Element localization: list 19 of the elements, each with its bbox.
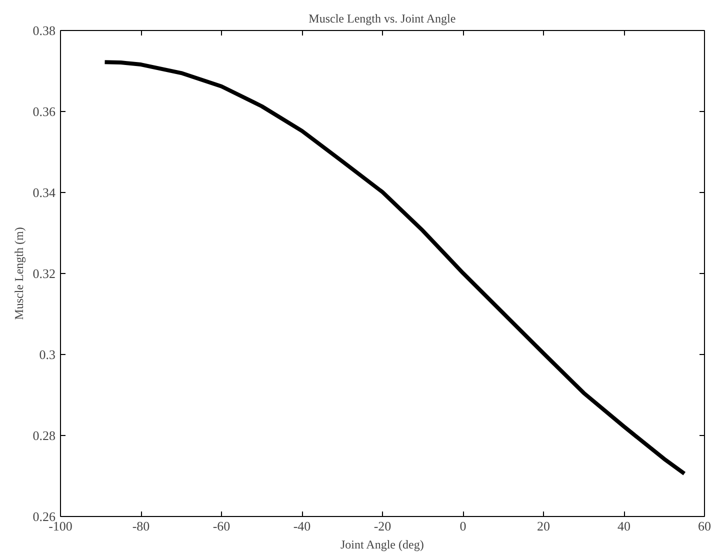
y-tick-label: 0.34 — [32, 185, 56, 200]
y-tick-label: 0.32 — [32, 266, 56, 281]
chart-title: Muscle Length vs. Joint Angle — [308, 12, 456, 26]
line-series — [102, 60, 686, 476]
y-tick-label: 0.38 — [32, 23, 56, 38]
x-tick-label: 40 — [618, 518, 630, 534]
x-tick-label: -60 — [212, 518, 230, 534]
y-tick-label: 0.26 — [32, 509, 56, 524]
x-axis-title: Joint Angle (deg) — [340, 538, 424, 552]
x-tick-label: -80 — [132, 518, 150, 534]
x-tick-label: -20 — [374, 518, 392, 534]
x-tick-label: 0 — [460, 518, 466, 534]
y-tick-label: 0.28 — [32, 428, 56, 443]
x-tick-label: -40 — [293, 518, 311, 534]
x-tick-label: 60 — [698, 518, 711, 534]
y-tick-label: 0.36 — [32, 104, 56, 119]
y-axis-title: Muscle Length (m) — [12, 227, 26, 320]
y-tick-label: 0.3 — [39, 347, 56, 362]
x-tick-label: 20 — [537, 518, 550, 534]
